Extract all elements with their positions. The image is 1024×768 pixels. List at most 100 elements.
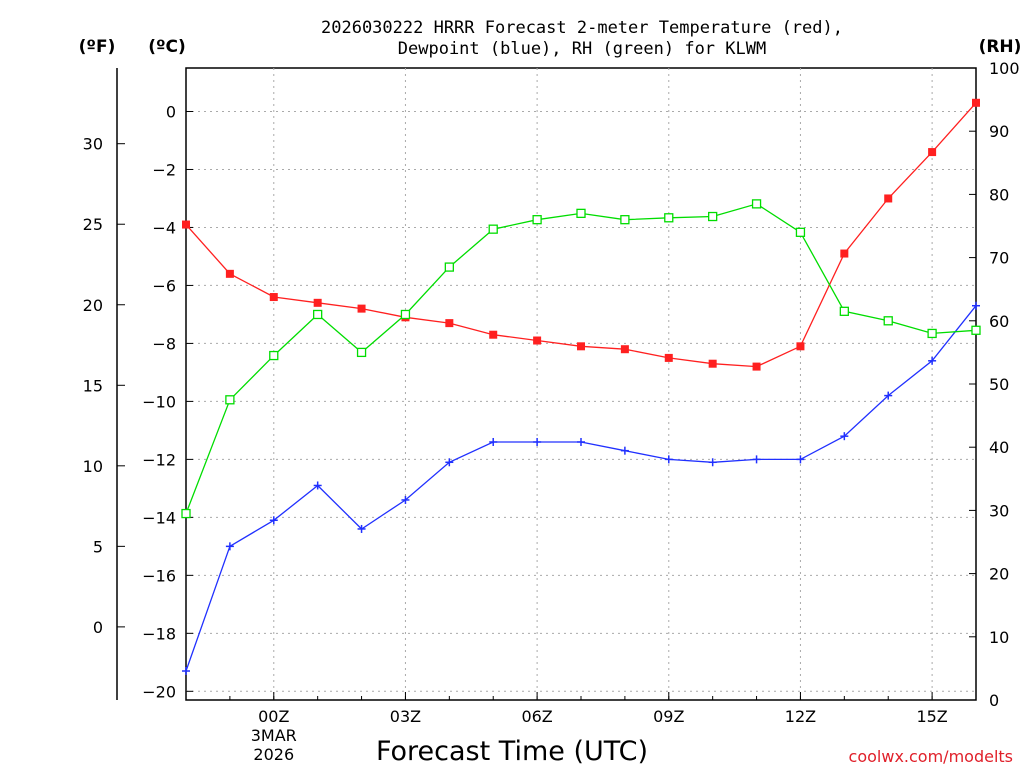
temperature-point	[313, 298, 322, 307]
temperature-point	[972, 98, 980, 107]
celsius-tick-label: −8	[152, 334, 176, 353]
dewpoint-point	[182, 667, 190, 676]
celsius-tick-label: −4	[152, 218, 176, 237]
chart-title-line2: Dewpoint (blue), RH (green) for KLWM	[398, 39, 766, 59]
dewpoint-point	[972, 301, 980, 310]
celsius-tick-label: −14	[142, 508, 176, 527]
dewpoint-point	[489, 437, 498, 446]
fahrenheit-tick-label: 0	[93, 618, 103, 637]
rh-point	[839, 306, 849, 316]
fahrenheit-tick-label: 20	[83, 296, 103, 315]
rh-point	[181, 508, 191, 519]
celsius-tick-label: −12	[142, 450, 176, 469]
temperature-point	[664, 353, 673, 362]
dewpoint-point	[577, 437, 585, 446]
dewpoint-point	[313, 481, 322, 490]
fahrenheit-tick-label: 5	[93, 537, 103, 556]
dewpoint-point	[708, 458, 717, 467]
x-tick-label: 09Z	[653, 707, 684, 726]
rh-point	[620, 215, 630, 225]
dewpoint-point	[664, 455, 673, 464]
temperature-point	[708, 359, 717, 368]
dewpoint-point	[533, 437, 542, 446]
rh-tick-label: 10	[989, 628, 1009, 647]
x-axis-label: Forecast Time (UTC)	[376, 736, 648, 767]
fahrenheit-tick-label: 30	[83, 135, 103, 154]
x-tick-label: 12Z	[785, 707, 816, 726]
temperature-point	[752, 362, 761, 371]
dewpoint-point	[928, 356, 937, 365]
rh-point	[400, 309, 411, 320]
dewpoint-point	[269, 516, 278, 525]
celsius-tick-label: −16	[142, 566, 176, 585]
x-tick-label: 15Z	[916, 707, 947, 726]
x-tick-label: 03Z	[390, 707, 421, 726]
dewpoint-point	[840, 432, 849, 441]
fahrenheit-tick-label: 15	[83, 376, 103, 395]
temperature-point	[620, 345, 629, 354]
dewpoint-point	[445, 458, 454, 467]
x-tick-date: 3MAR	[251, 726, 297, 745]
rh-point	[356, 347, 367, 358]
rh-point	[313, 309, 323, 320]
rh-point	[708, 211, 718, 222]
dewpoint-point	[357, 524, 366, 533]
rh-point	[576, 208, 586, 219]
temperature-point	[182, 220, 190, 229]
rh-point	[795, 227, 806, 237]
temperature-point	[269, 293, 278, 302]
rh-tick-label: 70	[989, 249, 1009, 268]
celsius-tick-label: −10	[142, 392, 176, 411]
data-series	[181, 98, 981, 676]
rh-unit-label: (RH)	[979, 37, 1022, 57]
dewpoint-point	[884, 391, 893, 400]
celsius-tick-label: 0	[166, 102, 176, 121]
rh-tick-label: 0	[989, 691, 999, 710]
rh-point	[225, 395, 235, 405]
rh-point	[532, 215, 542, 225]
temperature-point	[884, 194, 893, 203]
x-tick-year: 2026	[253, 745, 294, 764]
temperature-point	[357, 304, 366, 313]
rh-point	[927, 328, 937, 339]
rh-tick-label: 50	[989, 375, 1009, 394]
fahrenheit-tick-label: 25	[83, 215, 103, 234]
rh-point	[664, 213, 674, 223]
watermark: coolwx.com/modelts	[849, 747, 1013, 766]
chart-title-line1: 2026030222 HRRR Forecast 2-meter Tempera…	[321, 18, 843, 38]
temperature-point	[928, 148, 937, 157]
temperature-point	[225, 269, 234, 278]
rh-tick-label: 40	[989, 438, 1009, 457]
rh-point	[971, 325, 981, 335]
rh-tick-label: 30	[989, 501, 1009, 520]
rh-point	[444, 262, 454, 272]
temperature-point	[577, 342, 585, 351]
rh-tick-label: 100	[989, 59, 1020, 78]
rh-tick-label: 80	[989, 185, 1009, 204]
temperature-point	[533, 336, 542, 345]
dewpoint-point	[401, 495, 410, 504]
dewpoint-point	[225, 542, 234, 551]
dewpoint-point	[796, 455, 805, 464]
fahrenheit-tick-label: 10	[83, 457, 103, 476]
rh-point	[488, 224, 498, 234]
celsius-tick-label: −6	[152, 276, 176, 295]
x-tick-label: 06Z	[521, 707, 552, 726]
temperature-point	[445, 319, 454, 328]
rh-point	[883, 316, 893, 326]
rh-tick-label: 20	[989, 565, 1009, 584]
dewpoint-point	[752, 455, 761, 464]
celsius-tick-label: −2	[152, 160, 176, 179]
celsius-unit-label: (ºC)	[148, 37, 186, 57]
dewpoint-point	[620, 446, 629, 455]
temperature-point	[796, 342, 805, 351]
axes: 0−2−4−6−8−10−12−14−16−18−203025201510501…	[83, 59, 1020, 764]
temperature-point	[489, 330, 498, 339]
temperature-point	[840, 249, 849, 258]
rh-point	[269, 350, 279, 361]
rh-point	[751, 199, 762, 209]
rh-tick-label: 60	[989, 312, 1009, 331]
celsius-tick-label: −20	[142, 682, 176, 701]
